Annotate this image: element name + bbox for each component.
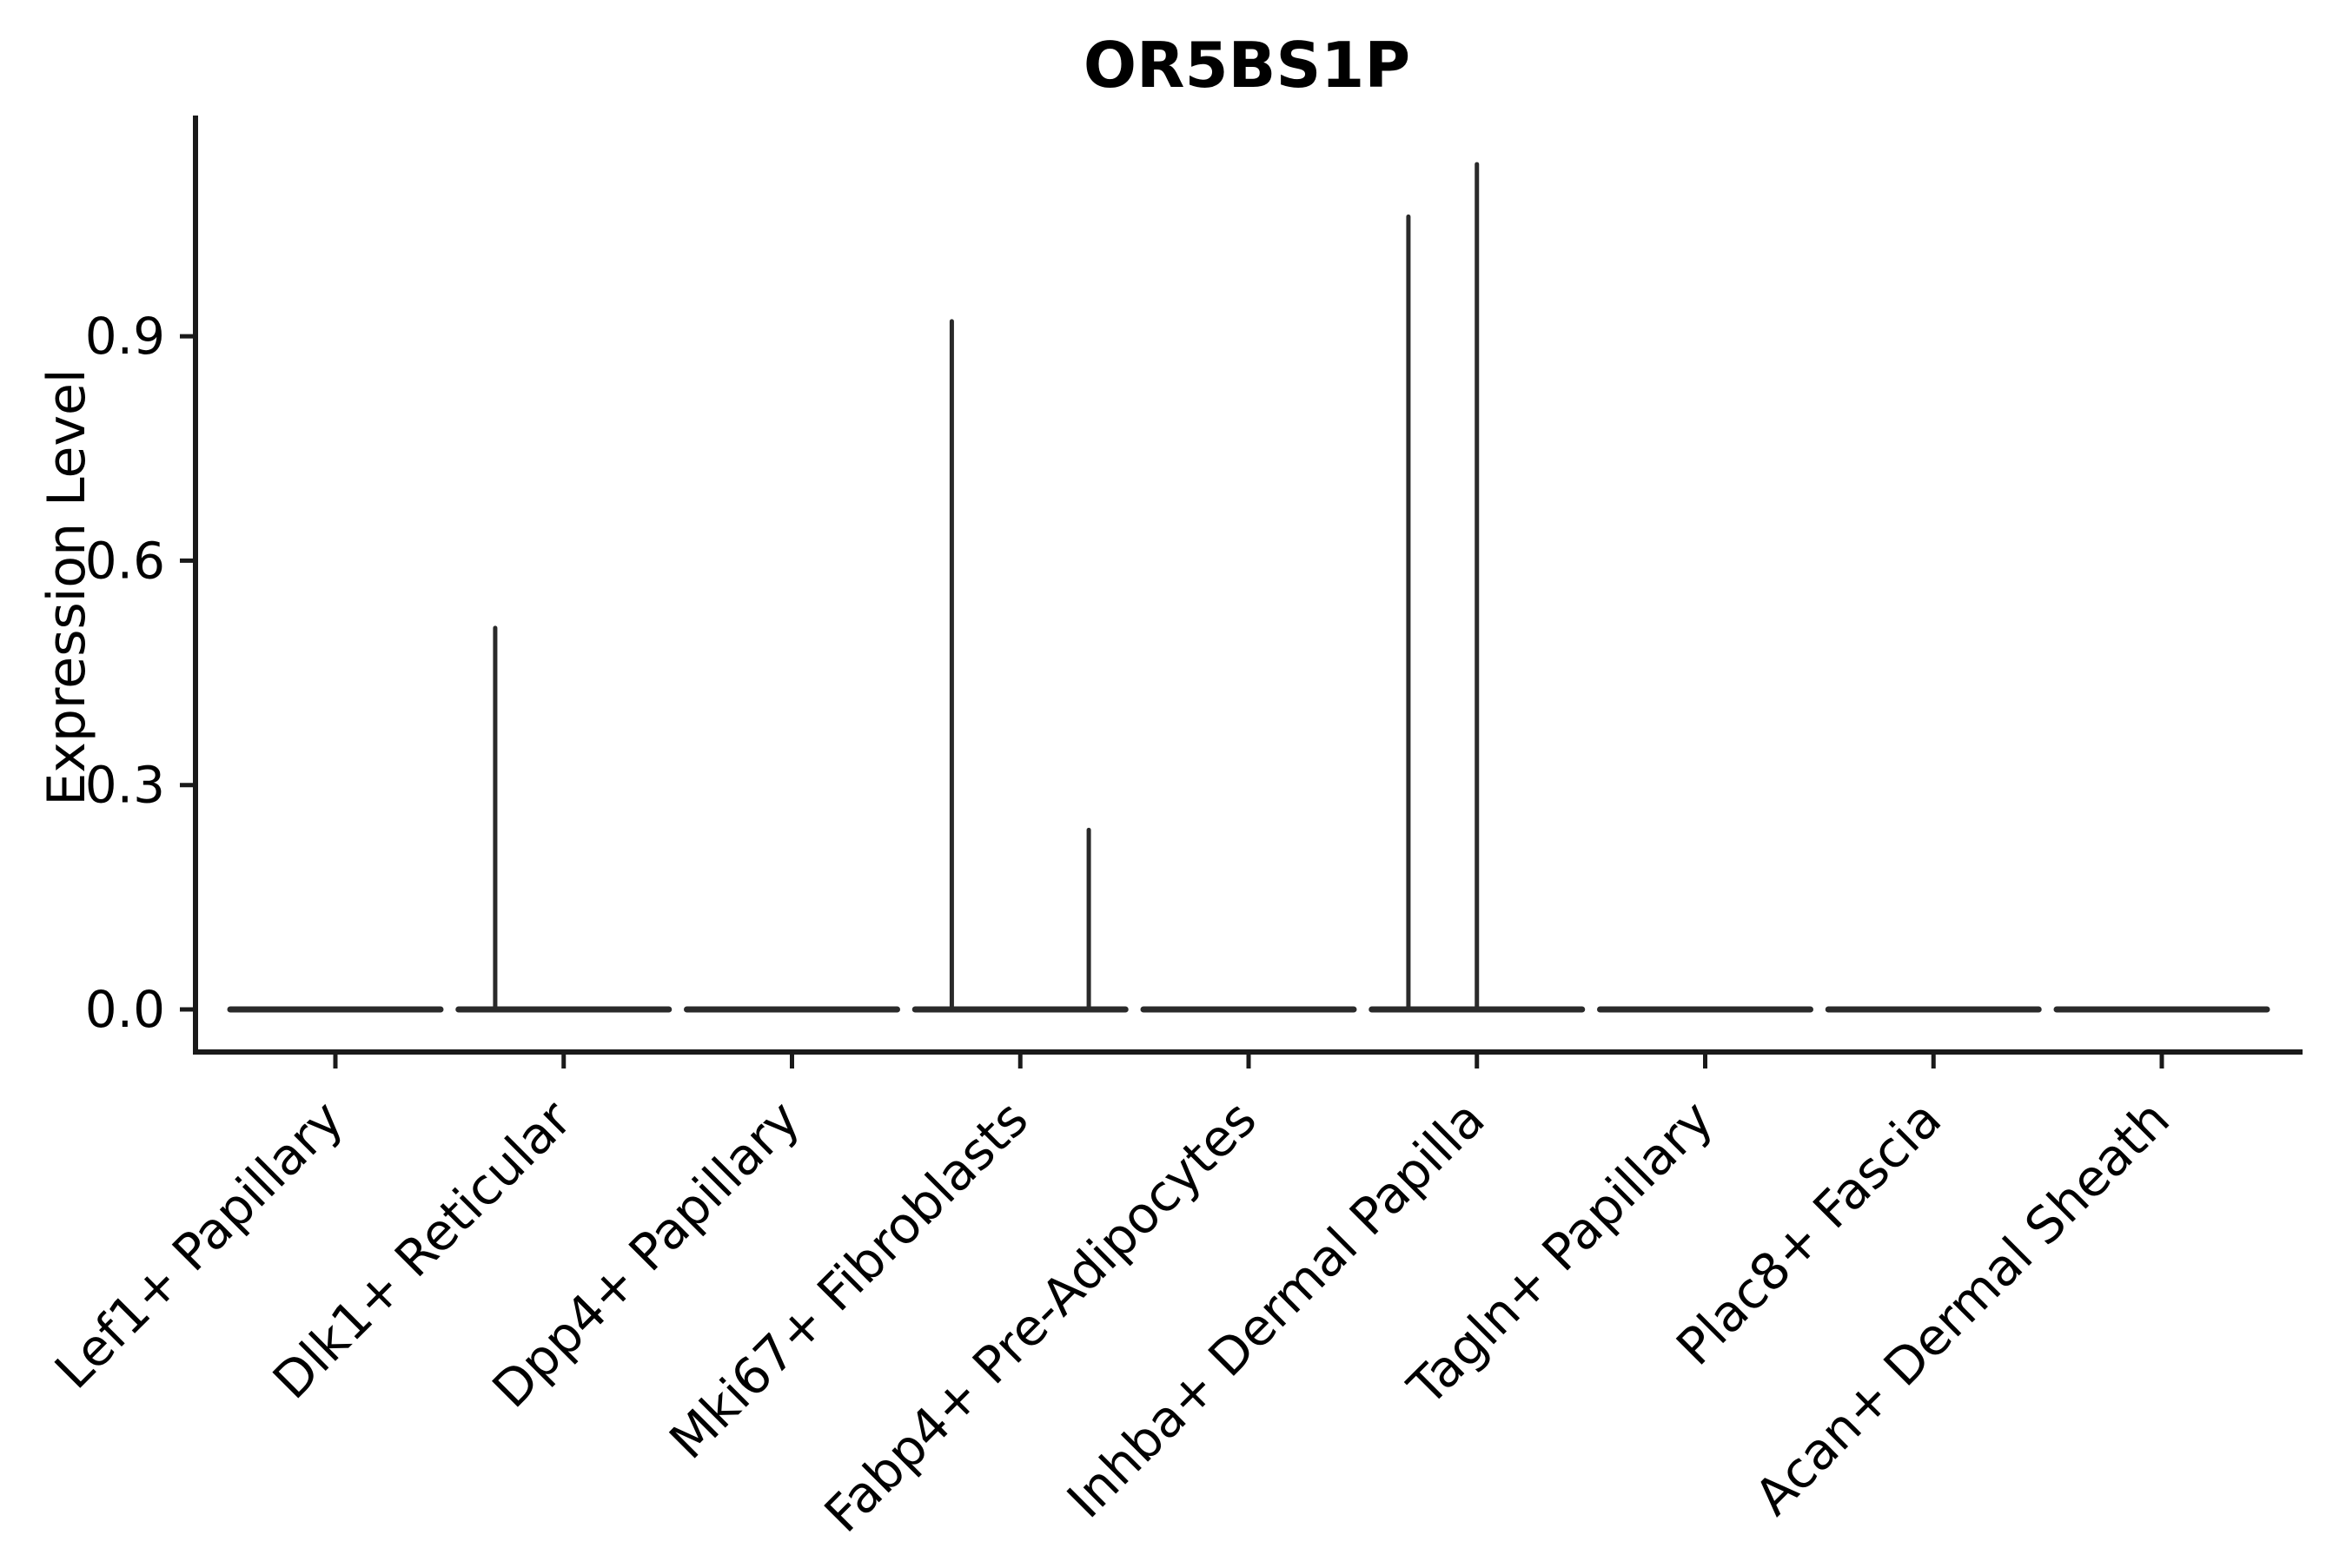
chart-title: OR5BS1P — [1084, 29, 1410, 102]
y-tick-label: 0.0 — [85, 980, 165, 1039]
y-axis-label: Expression Level — [36, 368, 97, 805]
y-tick-label: 0.9 — [85, 307, 165, 366]
x-tick-label: Acan+ Dermal Sheath — [1743, 1089, 2180, 1526]
y-tick-label: 0.3 — [85, 756, 165, 815]
y-tick-label: 0.6 — [85, 531, 165, 590]
x-tick-label: Fabp4+ Pre-Adipocytes — [813, 1089, 1268, 1544]
x-tick-label: Inhba+ Dermal Papilla — [1056, 1089, 1496, 1530]
